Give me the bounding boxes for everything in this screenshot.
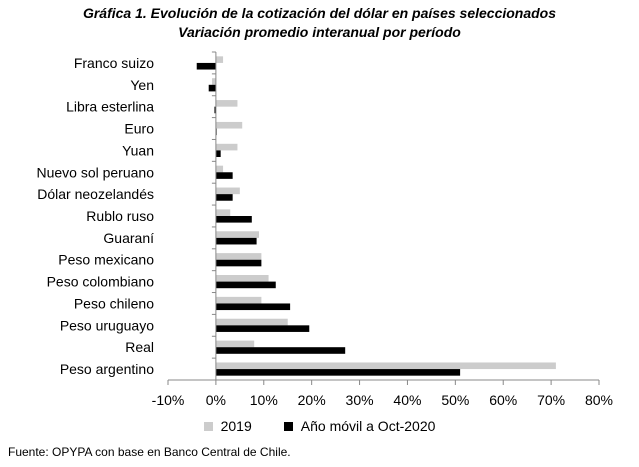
x-tick-label: 20% [298, 392, 326, 408]
category-label: Real [125, 339, 154, 355]
x-tick-label: 40% [393, 392, 421, 408]
category-label: Guaraní [103, 230, 154, 246]
category-label: Peso uruguayo [60, 317, 154, 333]
bar-ytd [215, 216, 252, 223]
x-tick-label: 60% [489, 392, 517, 408]
x-tick-label: 30% [346, 392, 374, 408]
bar-ytd [215, 237, 257, 245]
x-tick-label: -10% [152, 392, 185, 408]
bar-ytd [215, 303, 291, 311]
category-label: Yuan [122, 142, 154, 158]
category-label: Dólar neozelandés [37, 186, 154, 202]
legend-label-2019: 2019 [220, 418, 252, 434]
legend-swatch-ytd [283, 421, 293, 431]
bar-ytd [215, 347, 346, 354]
bar-2019 [215, 362, 556, 370]
x-tick-label: 10% [250, 392, 278, 408]
bar-2019 [215, 209, 231, 216]
bar-2019 [215, 100, 238, 107]
bar-2019 [215, 165, 224, 173]
bar-2019 [215, 187, 240, 195]
category-label: Peso mexicano [58, 252, 154, 268]
bar-2019 [212, 78, 216, 85]
chart-title-block: Gráfica 1. Evolución de la cotización de… [0, 4, 639, 42]
category-label: Peso colombiano [47, 274, 155, 290]
bar-2019 [215, 231, 259, 238]
x-tick-label: 50% [441, 392, 469, 408]
bar-2019 [215, 56, 224, 63]
bar-ytd [214, 106, 216, 114]
bar-ytd [215, 259, 262, 267]
source-note: Fuente: OPYPA con base en Banco Central … [8, 445, 291, 459]
x-tick-label: 70% [537, 392, 565, 408]
category-label: Rublo ruso [86, 208, 154, 224]
bar-ytd [215, 172, 233, 179]
x-tick-label: 80% [585, 392, 613, 408]
bar-2019 [215, 253, 262, 260]
category-label: Peso chileno [74, 295, 154, 311]
bar-ytd [215, 150, 221, 157]
bar-2019 [215, 318, 288, 326]
bar-ytd [215, 325, 310, 332]
category-label: Libra esterlina [66, 99, 154, 115]
legend-swatch-2019 [203, 421, 213, 431]
bar-ytd [208, 84, 216, 92]
legend-item-ytd: Año móvil a Oct-2020 [283, 418, 436, 434]
bar-ytd [196, 62, 216, 70]
category-label: Euro [124, 121, 154, 137]
category-label: Peso argentino [60, 361, 154, 377]
bar-ytd [215, 194, 233, 201]
category-label: Yen [130, 77, 154, 93]
category-label: Nuevo sol peruano [36, 164, 154, 180]
bar-2019 [215, 340, 255, 348]
x-tick-label: 0% [206, 392, 226, 408]
legend-item-2019: 2019 [203, 418, 252, 434]
category-label: Franco suizo [74, 55, 154, 71]
bar-ytd [215, 369, 461, 376]
chart-title: Gráfica 1. Evolución de la cotización de… [82, 5, 557, 21]
chart-subtitle: Variación promedio interanual por períod… [178, 24, 461, 40]
bar-ytd [215, 281, 276, 289]
bar-2019 [215, 296, 262, 304]
legend-label-ytd: Año móvil a Oct-2020 [300, 418, 436, 434]
bar-2019 [215, 275, 269, 282]
bar-2019 [215, 143, 238, 151]
bar-2019 [215, 121, 243, 129]
chart-legend: 2019 Año móvil a Oct-2020 [0, 418, 639, 434]
